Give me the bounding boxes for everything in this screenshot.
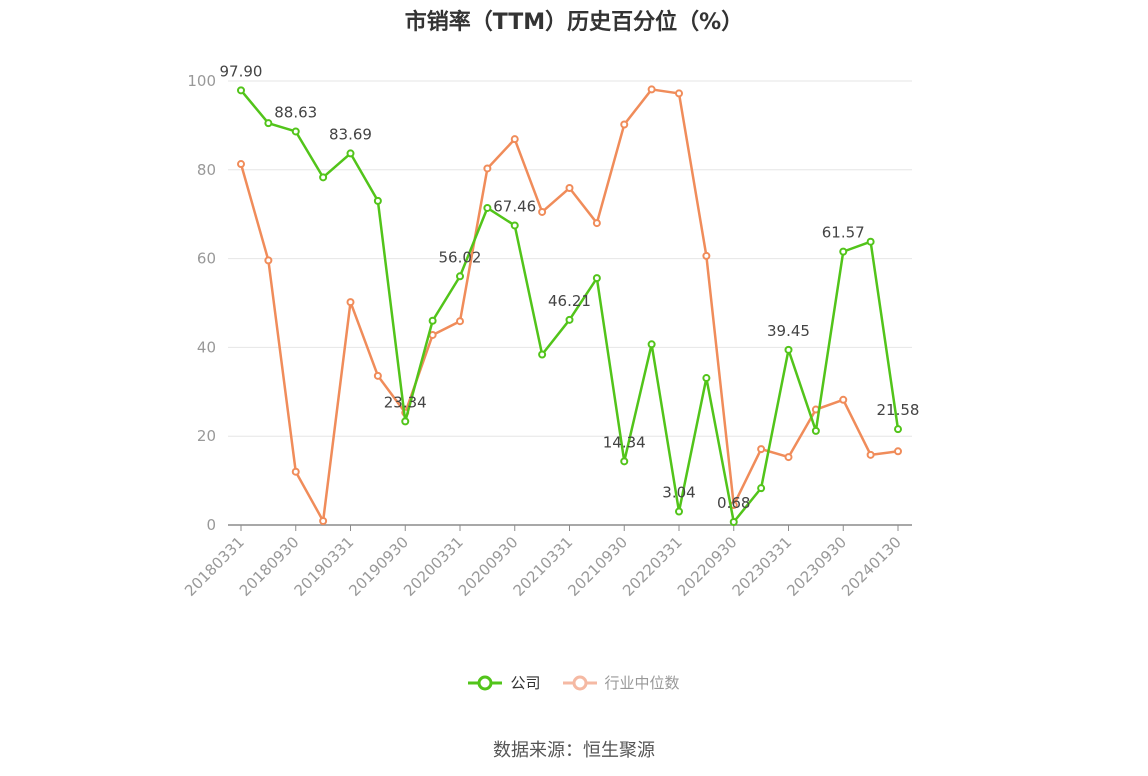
point-company[interactable] (319, 173, 328, 182)
point-industry-median[interactable] (592, 219, 601, 228)
data-label-company: 3.04 (662, 484, 695, 502)
point-company[interactable] (592, 274, 601, 283)
legend-item-company[interactable]: 公司 (468, 672, 541, 693)
data-label-company: 83.69 (329, 125, 372, 143)
point-industry-median[interactable] (702, 251, 711, 260)
point-industry-median[interactable] (373, 371, 382, 380)
point-company[interactable] (675, 507, 683, 516)
point-company[interactable] (483, 203, 492, 212)
point-company[interactable] (401, 417, 410, 426)
point-company[interactable] (866, 237, 875, 246)
point-industry-median[interactable] (784, 453, 793, 462)
data-label-company: 61.57 (822, 224, 865, 242)
point-company[interactable] (729, 517, 738, 526)
point-industry-median[interactable] (346, 298, 355, 307)
series-layer (237, 85, 902, 526)
y-tick-label: 40 (197, 338, 216, 356)
data-label-company: 97.90 (220, 62, 263, 80)
data-label-company: 67.46 (493, 197, 536, 215)
legend-item-industry-median[interactable]: 行业中位数 (562, 672, 680, 693)
data-label-company: 14.34 (603, 433, 646, 451)
legend-industry-label: 行业中位数 (604, 674, 680, 692)
point-industry-median[interactable] (647, 85, 656, 94)
point-industry-median[interactable] (291, 467, 300, 476)
point-company[interactable] (264, 119, 273, 128)
y-tick-label: 60 (197, 250, 216, 268)
data-label-company: 21.58 (877, 401, 920, 419)
point-company[interactable] (373, 196, 382, 205)
chart-title: 市销率（TTM）历史百分位（%） (404, 10, 744, 35)
y-tick-label: 80 (197, 161, 216, 179)
data-label-company: 56.02 (439, 248, 482, 266)
point-industry-median[interactable] (237, 160, 245, 169)
point-company[interactable] (538, 350, 547, 359)
legend-industry-marker-icon (562, 675, 597, 690)
y-tick-label: 100 (187, 72, 216, 90)
point-company[interactable] (346, 149, 355, 158)
data-source-note: 数据来源：恒生聚源 (493, 740, 655, 761)
legend: 公司 行业中位数 (0, 672, 1148, 693)
point-industry-median[interactable] (839, 395, 848, 404)
point-company[interactable] (784, 345, 793, 354)
point-industry-median[interactable] (456, 317, 464, 326)
point-industry-median[interactable] (675, 89, 683, 98)
point-company[interactable] (510, 221, 519, 230)
point-company[interactable] (291, 127, 300, 136)
point-company[interactable] (428, 316, 437, 325)
point-industry-median[interactable] (319, 517, 328, 526)
data-label-company: 39.45 (767, 322, 810, 340)
label-layer: 97.90 88.63 83.69 23.34 56.02 67.46 46.21 14.34… (220, 62, 920, 512)
point-company[interactable] (647, 340, 656, 349)
point-company[interactable] (757, 484, 766, 493)
point-industry-median[interactable] (866, 450, 875, 459)
point-company[interactable] (237, 86, 245, 95)
point-company[interactable] (620, 457, 629, 466)
legend-company-marker-icon (468, 675, 503, 690)
point-company[interactable] (702, 374, 711, 383)
point-industry-median[interactable] (510, 135, 519, 144)
point-company[interactable] (565, 315, 574, 324)
data-label-company: 0.68 (717, 494, 750, 512)
y-tick-label: 20 (197, 427, 216, 445)
data-label-company: 23.34 (384, 393, 427, 411)
point-industry-median[interactable] (264, 256, 273, 265)
point-industry-median[interactable] (483, 164, 492, 173)
point-company[interactable] (839, 247, 848, 256)
point-company[interactable] (894, 425, 902, 434)
point-company[interactable] (811, 426, 820, 435)
point-industry-median[interactable] (620, 120, 629, 129)
point-company[interactable] (456, 272, 464, 281)
data-label-company: 46.21 (548, 292, 591, 310)
point-industry-median[interactable] (538, 207, 547, 216)
legend-company-label: 公司 (510, 674, 541, 692)
grid-layer (228, 80, 912, 437)
point-industry-median[interactable] (565, 184, 574, 193)
data-label-company: 88.63 (274, 103, 317, 121)
point-industry-median[interactable] (757, 445, 766, 454)
y-tick-label: 0 (206, 516, 216, 534)
x-tick-label: 20240130 (838, 533, 905, 600)
point-industry-median[interactable] (894, 447, 902, 456)
